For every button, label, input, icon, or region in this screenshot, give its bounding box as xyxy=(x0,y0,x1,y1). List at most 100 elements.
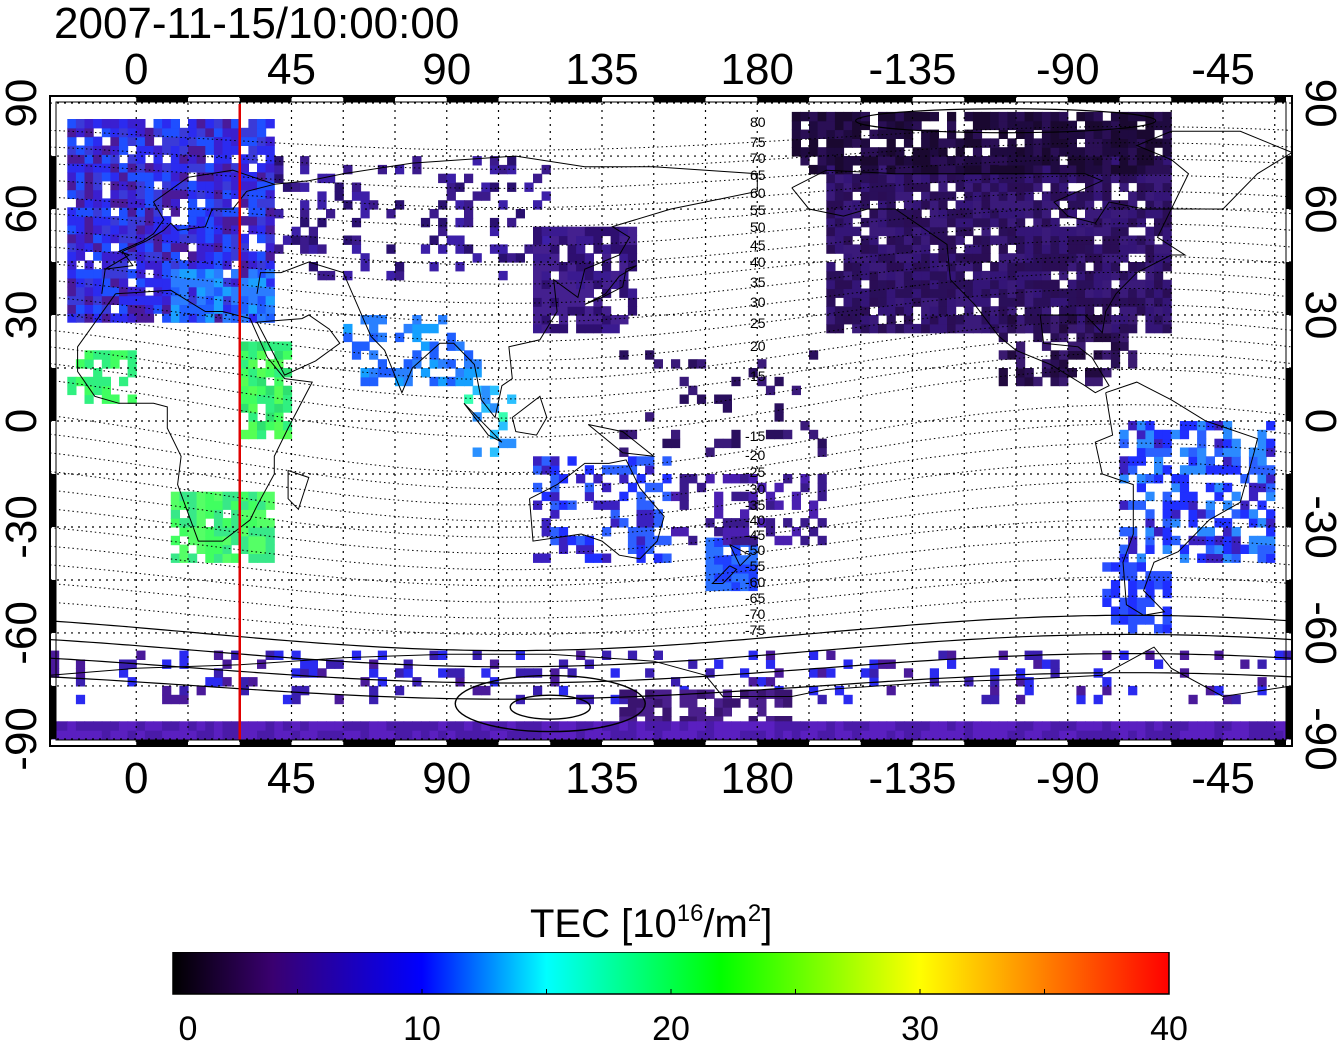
tec-cell xyxy=(257,180,267,191)
tec-cell xyxy=(153,145,163,155)
tec-cell xyxy=(1257,544,1267,554)
tec-cell xyxy=(429,209,439,219)
tec-cell xyxy=(679,527,689,537)
tec-cell xyxy=(1266,447,1276,457)
tec-cell xyxy=(1102,315,1112,325)
tec-cell xyxy=(947,262,957,272)
tec-cell xyxy=(248,224,258,235)
tec-cell xyxy=(869,191,879,201)
tec-cell xyxy=(843,279,853,290)
frame-segment-bottom xyxy=(343,740,395,746)
tec-cell xyxy=(239,251,249,261)
tec-cell xyxy=(144,145,155,155)
tec-cell xyxy=(291,668,301,678)
tec-cell xyxy=(179,685,189,696)
tec-cell xyxy=(75,154,86,164)
tec-cell xyxy=(162,119,172,129)
tec-cell xyxy=(110,127,120,138)
tec-cell xyxy=(110,277,120,288)
tec-cell xyxy=(162,216,172,226)
tec-cell xyxy=(912,297,922,307)
tec-cell xyxy=(558,659,569,669)
tec-cell xyxy=(188,180,198,191)
tec-cell xyxy=(1007,226,1017,237)
tec-cell xyxy=(265,207,275,217)
tec-cell xyxy=(369,350,379,360)
tec-cell xyxy=(1110,730,1121,740)
tec-cell xyxy=(248,251,258,261)
tec-cell xyxy=(947,730,957,740)
tec-cell xyxy=(222,553,232,563)
tec-cell xyxy=(507,164,517,175)
tec-cell xyxy=(1179,721,1190,731)
tec-cell xyxy=(791,129,801,139)
tec-cell xyxy=(162,269,172,279)
coastlines xyxy=(49,130,1294,698)
tec-cell xyxy=(550,456,560,466)
tec-cell xyxy=(403,721,413,731)
tec-cell xyxy=(938,306,948,316)
tec-cell xyxy=(162,277,172,288)
tec-cell xyxy=(1016,368,1026,378)
tec-cell xyxy=(153,295,163,305)
tec-cell xyxy=(1007,270,1017,281)
tec-cell xyxy=(1154,315,1164,325)
tec-cell xyxy=(938,270,948,281)
tec-cell xyxy=(938,226,948,237)
tec-cell xyxy=(110,189,120,199)
tec-cell xyxy=(1128,535,1138,546)
tec-cell xyxy=(878,209,888,219)
tec-cell xyxy=(524,182,534,192)
tec-cell xyxy=(567,226,577,237)
tec-cell xyxy=(205,527,215,537)
tec-cell xyxy=(783,535,793,546)
tec-cell xyxy=(119,295,129,305)
tec-cell xyxy=(282,341,293,351)
tec-cell xyxy=(1059,332,1069,343)
tec-cell xyxy=(1007,297,1017,307)
tec-cell xyxy=(291,694,301,705)
frame-segment-bottom xyxy=(1067,740,1120,746)
frame-segment-top xyxy=(343,96,395,102)
tec-cell xyxy=(170,535,180,546)
colorbar-title-main: TEC [10 xyxy=(530,902,677,946)
tec-cell xyxy=(955,200,965,210)
tec-cell xyxy=(541,270,551,281)
tec-cell xyxy=(446,332,456,343)
tec-cell xyxy=(1085,288,1095,298)
tec-cell xyxy=(1007,721,1017,731)
tec-cell xyxy=(205,180,215,191)
tec-cell xyxy=(179,180,189,191)
tec-cell xyxy=(843,191,853,201)
tec-cell xyxy=(75,313,86,323)
frame-segment-bottom xyxy=(860,740,913,746)
tec-cell xyxy=(429,376,439,387)
tec-cell xyxy=(179,286,189,297)
tec-cell xyxy=(1128,306,1138,316)
tec-cell xyxy=(998,209,1008,219)
tec-cell xyxy=(196,730,206,740)
tec-cell xyxy=(1067,721,1077,731)
tec-cell xyxy=(1119,147,1129,157)
tec-cell xyxy=(627,721,638,731)
tec-cell xyxy=(1197,535,1207,546)
tec-cell xyxy=(860,315,870,325)
tec-cell xyxy=(257,368,267,378)
tec-cell xyxy=(990,279,1000,290)
tec-cell xyxy=(170,295,180,305)
tec-cell xyxy=(817,482,827,493)
tec-cell xyxy=(929,668,939,678)
lat-tick-label-left: 30 xyxy=(0,291,46,340)
tec-cell xyxy=(1223,456,1233,466)
tec-cell xyxy=(757,689,767,699)
tec-cell xyxy=(584,721,594,731)
magnetic-latitude-label: -35 xyxy=(745,497,765,513)
tec-cell xyxy=(834,173,845,184)
tec-cell xyxy=(998,147,1008,157)
tec-cell xyxy=(610,235,620,245)
tec-cell xyxy=(1154,226,1164,237)
tec-cell xyxy=(817,518,827,528)
tec-cell xyxy=(1110,253,1121,263)
tec-cell xyxy=(1179,491,1190,502)
tec-cell xyxy=(843,226,853,237)
